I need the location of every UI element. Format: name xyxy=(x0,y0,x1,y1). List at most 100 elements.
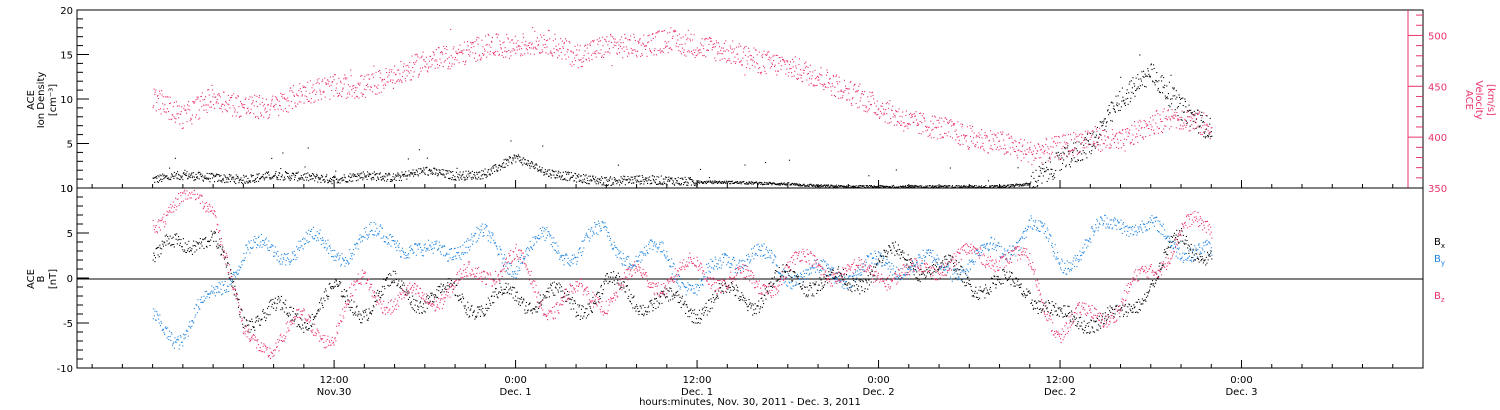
velocity-point xyxy=(933,137,935,139)
velocity-point xyxy=(320,98,322,100)
velocity-point xyxy=(554,38,556,40)
bx-point xyxy=(542,299,544,301)
density-point xyxy=(577,175,579,177)
velocity-point xyxy=(1181,110,1183,112)
velocity-point xyxy=(1012,146,1014,148)
velocity-point xyxy=(670,48,672,50)
bx-point xyxy=(493,295,495,297)
velocity-point xyxy=(758,68,760,70)
density-point xyxy=(413,172,415,174)
density-point xyxy=(784,183,786,185)
density-point xyxy=(848,185,850,187)
density-point xyxy=(1087,139,1089,141)
velocity-point xyxy=(850,80,852,82)
density-point xyxy=(946,186,948,188)
velocity-point xyxy=(378,71,380,73)
bx-point xyxy=(380,297,382,299)
bx-point xyxy=(217,243,219,245)
velocity-point xyxy=(206,104,208,106)
bx-point xyxy=(602,293,604,295)
density-point xyxy=(497,170,499,172)
velocity-point xyxy=(1117,142,1119,144)
velocity-point xyxy=(769,67,771,69)
density-point xyxy=(398,173,400,175)
bx-point xyxy=(190,250,192,252)
density-point xyxy=(518,160,520,162)
velocity-point xyxy=(1121,133,1123,135)
velocity-point xyxy=(304,86,306,88)
density-point xyxy=(199,174,201,176)
bx-point xyxy=(272,298,274,300)
bx-point xyxy=(570,308,572,310)
velocity-point xyxy=(1161,120,1163,122)
bx-point xyxy=(551,289,553,291)
density-point xyxy=(989,186,991,188)
velocity-point xyxy=(805,61,807,63)
density-point xyxy=(287,172,289,174)
density-point xyxy=(703,181,705,183)
bx-point xyxy=(440,283,442,285)
velocity-point xyxy=(771,62,773,64)
density-point xyxy=(681,177,683,179)
density-point xyxy=(310,175,312,177)
velocity-point xyxy=(726,49,728,51)
density-point xyxy=(1161,80,1163,82)
bx-point xyxy=(625,285,627,287)
velocity-point xyxy=(316,91,318,93)
bx-point xyxy=(187,250,189,252)
velocity-point xyxy=(238,116,240,118)
density-point xyxy=(695,184,697,186)
bx-point xyxy=(276,307,278,309)
bx-point xyxy=(599,295,601,297)
density-point xyxy=(1148,76,1150,78)
velocity-point xyxy=(1179,128,1181,130)
velocity-point xyxy=(824,84,826,86)
velocity-point xyxy=(1166,119,1168,121)
velocity-point xyxy=(531,44,533,46)
bx-point xyxy=(159,247,161,249)
velocity-point xyxy=(1185,124,1187,126)
density-point xyxy=(1104,118,1106,120)
velocity-point xyxy=(849,81,851,83)
velocity-point xyxy=(497,50,499,52)
density-point xyxy=(1030,181,1032,183)
density-point xyxy=(537,170,539,172)
bx-point xyxy=(165,244,167,246)
velocity-point xyxy=(1175,115,1177,117)
density-point xyxy=(377,177,379,179)
density-point xyxy=(562,179,564,181)
velocity-point xyxy=(216,98,218,100)
bx-point xyxy=(496,296,498,298)
density-point xyxy=(717,181,719,183)
velocity-point xyxy=(748,50,750,52)
velocity-point xyxy=(495,50,497,52)
velocity-point xyxy=(548,30,550,32)
velocity-point xyxy=(1105,146,1107,148)
density-point xyxy=(1063,152,1065,154)
velocity-point xyxy=(1126,139,1128,141)
density-point xyxy=(526,164,528,166)
density-point xyxy=(822,185,824,187)
bx-point xyxy=(162,245,164,247)
density-point xyxy=(254,181,256,183)
velocity-point xyxy=(1078,134,1080,136)
density-point xyxy=(464,177,466,179)
velocity-point xyxy=(529,42,531,44)
density-point xyxy=(234,178,236,180)
density-point xyxy=(878,186,880,188)
bx-point xyxy=(444,286,446,288)
velocity-point xyxy=(1028,151,1030,153)
bx-point xyxy=(243,316,245,318)
density-point xyxy=(641,180,643,182)
bx-point xyxy=(367,319,369,321)
bx-point xyxy=(365,308,367,310)
velocity-point xyxy=(333,95,335,97)
bx-point xyxy=(435,296,437,298)
velocity-point xyxy=(606,51,608,53)
velocity-point xyxy=(712,43,714,45)
velocity-point xyxy=(336,92,338,94)
density-point xyxy=(709,181,711,183)
density-point xyxy=(582,179,584,181)
density-point xyxy=(423,169,425,171)
bx-point xyxy=(613,280,615,282)
